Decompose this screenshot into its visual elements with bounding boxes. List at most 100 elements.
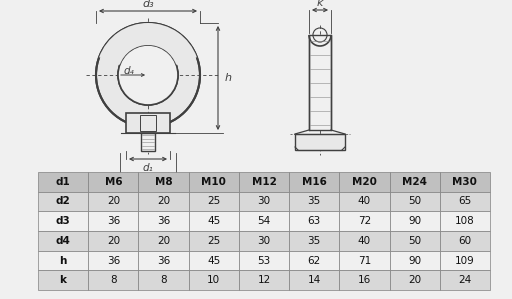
Bar [188, 211, 239, 231]
Text: M6: M6 [104, 177, 122, 187]
Bar [440, 211, 490, 231]
Bar [141, 133, 155, 151]
Bar [188, 192, 239, 211]
Text: 36: 36 [106, 256, 120, 266]
Text: d₃: d₃ [142, 0, 154, 9]
Bar [126, 113, 170, 133]
Bar [390, 211, 440, 231]
Bar [38, 172, 88, 192]
Text: h: h [224, 73, 231, 83]
Text: d4: d4 [56, 236, 71, 246]
Circle shape [118, 45, 178, 105]
Text: 36: 36 [157, 256, 170, 266]
Bar [390, 172, 440, 192]
Bar [88, 251, 138, 270]
Bar [140, 115, 156, 131]
Bar [289, 172, 339, 192]
Text: 72: 72 [358, 216, 371, 226]
Text: 71: 71 [358, 256, 371, 266]
Text: d2: d2 [56, 196, 71, 207]
Text: d₁: d₁ [143, 163, 154, 173]
Bar [188, 172, 239, 192]
Bar [440, 192, 490, 211]
Text: 65: 65 [458, 196, 472, 207]
Bar [239, 192, 289, 211]
Text: 90: 90 [408, 256, 421, 266]
Circle shape [96, 23, 200, 127]
Text: 40: 40 [358, 196, 371, 207]
Text: 36: 36 [157, 216, 170, 226]
Text: 54: 54 [258, 216, 271, 226]
Text: 25: 25 [207, 236, 220, 246]
Text: 20: 20 [107, 196, 120, 207]
Bar [440, 270, 490, 290]
Bar [339, 192, 390, 211]
Bar [140, 115, 156, 131]
Bar [339, 251, 390, 270]
Text: M20: M20 [352, 177, 377, 187]
Text: d₄: d₄ [123, 66, 134, 76]
Text: 45: 45 [207, 256, 220, 266]
Text: 8: 8 [110, 275, 117, 285]
Bar [339, 231, 390, 251]
Text: 30: 30 [258, 196, 270, 207]
Bar [239, 251, 289, 270]
Bar [390, 251, 440, 270]
Bar [295, 134, 345, 150]
Bar [38, 211, 88, 231]
Text: 50: 50 [408, 236, 421, 246]
Bar [239, 231, 289, 251]
Bar [88, 270, 138, 290]
Text: M8: M8 [155, 177, 173, 187]
Bar [38, 251, 88, 270]
Text: 14: 14 [308, 275, 321, 285]
Bar [289, 231, 339, 251]
Text: M24: M24 [402, 177, 427, 187]
Bar [88, 172, 138, 192]
Bar [309, 35, 331, 130]
Text: 30: 30 [258, 236, 270, 246]
Text: 90: 90 [408, 216, 421, 226]
Text: 36: 36 [106, 216, 120, 226]
Bar [339, 211, 390, 231]
Text: 10: 10 [207, 275, 220, 285]
Bar [440, 231, 490, 251]
Bar [289, 192, 339, 211]
Text: M30: M30 [453, 177, 477, 187]
Bar [188, 251, 239, 270]
Bar [138, 211, 188, 231]
Text: M12: M12 [251, 177, 276, 187]
Bar [289, 211, 339, 231]
Bar [188, 231, 239, 251]
Bar [339, 172, 390, 192]
Bar [138, 270, 188, 290]
Bar [188, 270, 239, 290]
Bar [88, 211, 138, 231]
Bar [390, 192, 440, 211]
Wedge shape [99, 23, 197, 65]
Text: 35: 35 [308, 236, 321, 246]
Text: h: h [59, 256, 67, 266]
Bar [239, 211, 289, 231]
Bar [38, 231, 88, 251]
Text: 63: 63 [308, 216, 321, 226]
Text: 20: 20 [157, 236, 170, 246]
Text: k: k [317, 0, 323, 8]
Text: 12: 12 [258, 275, 271, 285]
Bar [138, 231, 188, 251]
Bar [239, 270, 289, 290]
Text: 16: 16 [358, 275, 371, 285]
Bar [390, 231, 440, 251]
Bar [440, 172, 490, 192]
Text: d₂: d₂ [143, 179, 154, 189]
Text: 35: 35 [308, 196, 321, 207]
Text: 8: 8 [160, 275, 167, 285]
Text: 62: 62 [308, 256, 321, 266]
Bar [339, 270, 390, 290]
Text: 60: 60 [458, 236, 472, 246]
Text: d1: d1 [56, 177, 71, 187]
Text: 24: 24 [458, 275, 472, 285]
Text: 45: 45 [207, 216, 220, 226]
Text: 25: 25 [207, 196, 220, 207]
Bar [440, 251, 490, 270]
